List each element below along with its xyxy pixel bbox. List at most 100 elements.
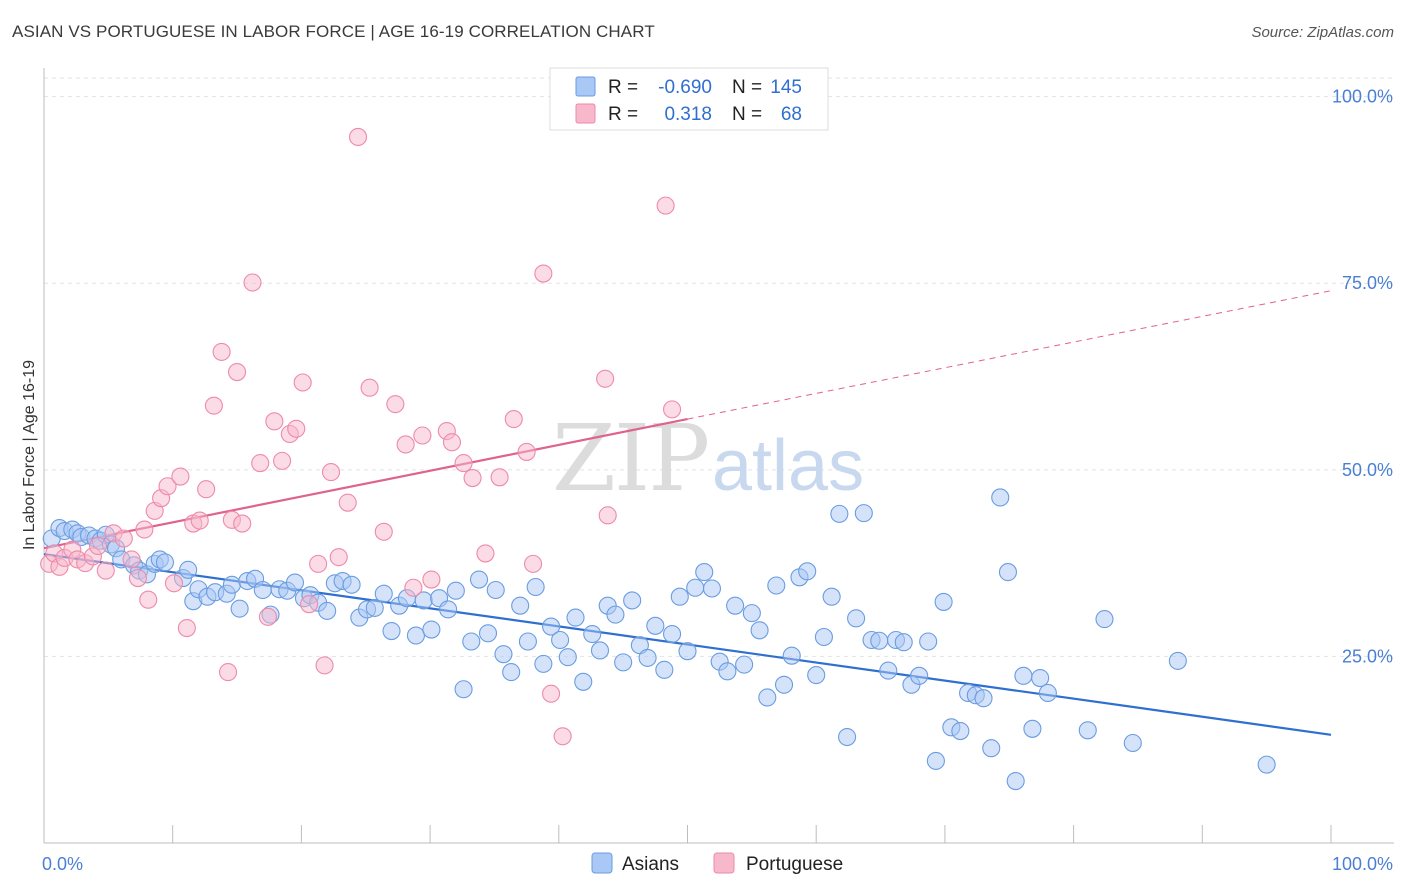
point-portuguese	[442, 433, 462, 452]
point-asians	[469, 570, 489, 589]
point-asians	[774, 675, 794, 694]
point-asians	[830, 504, 849, 523]
data-points	[40, 127, 1276, 791]
point-asians	[919, 632, 938, 651]
point-asians	[742, 604, 761, 623]
point-portuguese	[524, 554, 543, 573]
point-asians	[750, 621, 769, 640]
point-asians	[1031, 669, 1050, 688]
point-portuguese	[413, 426, 432, 445]
bottom-legend-item-portuguese: Portuguese	[713, 852, 843, 875]
point-portuguese	[598, 506, 617, 525]
point-asians	[934, 592, 953, 611]
chart-title: ASIAN VS PORTUGUESE IN LABOR FORCE | AGE…	[12, 22, 655, 41]
point-portuguese	[348, 127, 368, 147]
legend-swatch-portuguese	[575, 103, 596, 124]
point-asians	[606, 605, 625, 624]
point-asians	[847, 609, 866, 628]
y-tick-label: 25.0%	[1342, 646, 1393, 666]
point-asians	[526, 577, 545, 597]
point-asians	[702, 579, 722, 598]
point-asians	[155, 553, 175, 572]
point-asians	[222, 575, 241, 594]
legend-n-label: N =	[732, 77, 762, 98]
point-portuguese	[534, 264, 553, 283]
x-tick-labels: 0.0% 100.0%	[42, 854, 1393, 874]
point-asians	[382, 621, 401, 641]
point-asians	[478, 624, 498, 643]
point-portuguese	[171, 467, 190, 486]
point-portuguese	[204, 396, 223, 415]
y-axis-title: In Labor Force | Age 16-19	[21, 360, 38, 550]
point-asians	[1014, 666, 1033, 685]
point-portuguese	[315, 656, 334, 675]
point-asians	[998, 563, 1018, 582]
point-asians	[230, 599, 249, 618]
point-asians	[179, 560, 198, 579]
point-asians	[342, 575, 361, 594]
point-asians	[446, 581, 465, 600]
point-asians	[695, 563, 714, 582]
point-asians	[726, 596, 745, 615]
point-portuguese	[329, 548, 348, 567]
point-portuguese	[386, 395, 405, 414]
point-asians	[767, 576, 786, 595]
y-axis-title-group: In Labor Force | Age 16-19	[21, 360, 38, 550]
point-portuguese	[309, 554, 328, 573]
point-portuguese	[177, 619, 196, 638]
point-portuguese	[656, 196, 675, 215]
legend-r-value: -0.690	[658, 77, 712, 98]
point-asians	[518, 632, 537, 651]
point-portuguese	[293, 373, 312, 392]
point-asians	[670, 587, 689, 606]
legend-swatch-asians	[575, 76, 596, 97]
point-asians	[926, 751, 945, 770]
point-asians	[663, 624, 682, 644]
legend-row-portuguese: R = 0.318 N = 68	[575, 103, 802, 125]
point-asians	[1168, 651, 1187, 670]
point-portuguese	[490, 468, 509, 487]
point-portuguese	[164, 574, 184, 593]
point-asians	[1023, 719, 1042, 738]
point-asians	[1257, 755, 1276, 774]
point-asians	[439, 600, 458, 619]
bottom-legend-swatch-portuguese	[713, 852, 735, 874]
point-asians	[1078, 721, 1097, 740]
legend-box	[549, 67, 829, 131]
point-portuguese	[454, 454, 473, 473]
bottom-legend-swatch-asians	[591, 852, 613, 874]
point-asians	[318, 601, 337, 620]
point-asians	[566, 608, 585, 627]
bottom-legend-label-portuguese: Portuguese	[746, 854, 843, 875]
point-asians	[910, 666, 929, 685]
point-portuguese	[243, 273, 262, 292]
point-portuguese	[504, 410, 523, 429]
point-portuguese	[321, 463, 341, 482]
point-portuguese	[360, 378, 379, 397]
point-asians	[678, 642, 697, 661]
legend-row-asians: R = -0.690 N = 145	[575, 76, 802, 98]
point-asians	[454, 680, 473, 699]
point-asians	[646, 616, 665, 635]
point-asians	[502, 663, 521, 682]
point-portuguese	[663, 400, 682, 419]
point-asians	[462, 632, 481, 651]
point-asians	[655, 660, 674, 679]
point-asians	[374, 584, 393, 603]
point-asians	[1006, 772, 1025, 791]
point-asians	[406, 626, 425, 645]
chart-source: Source: ZipAtlas.com	[1251, 24, 1394, 41]
point-asians	[534, 654, 553, 673]
point-portuguese	[553, 727, 572, 746]
x-tick-label: 0.0%	[42, 854, 83, 874]
point-asians	[951, 721, 970, 741]
point-portuguese	[89, 536, 108, 556]
point-asians	[1038, 683, 1057, 703]
point-asians	[991, 488, 1010, 507]
y-tick-label: 100.0%	[1332, 87, 1393, 107]
point-asians	[638, 648, 657, 667]
point-asians	[982, 739, 1001, 758]
point-portuguese	[233, 514, 252, 533]
point-asians	[590, 641, 610, 660]
